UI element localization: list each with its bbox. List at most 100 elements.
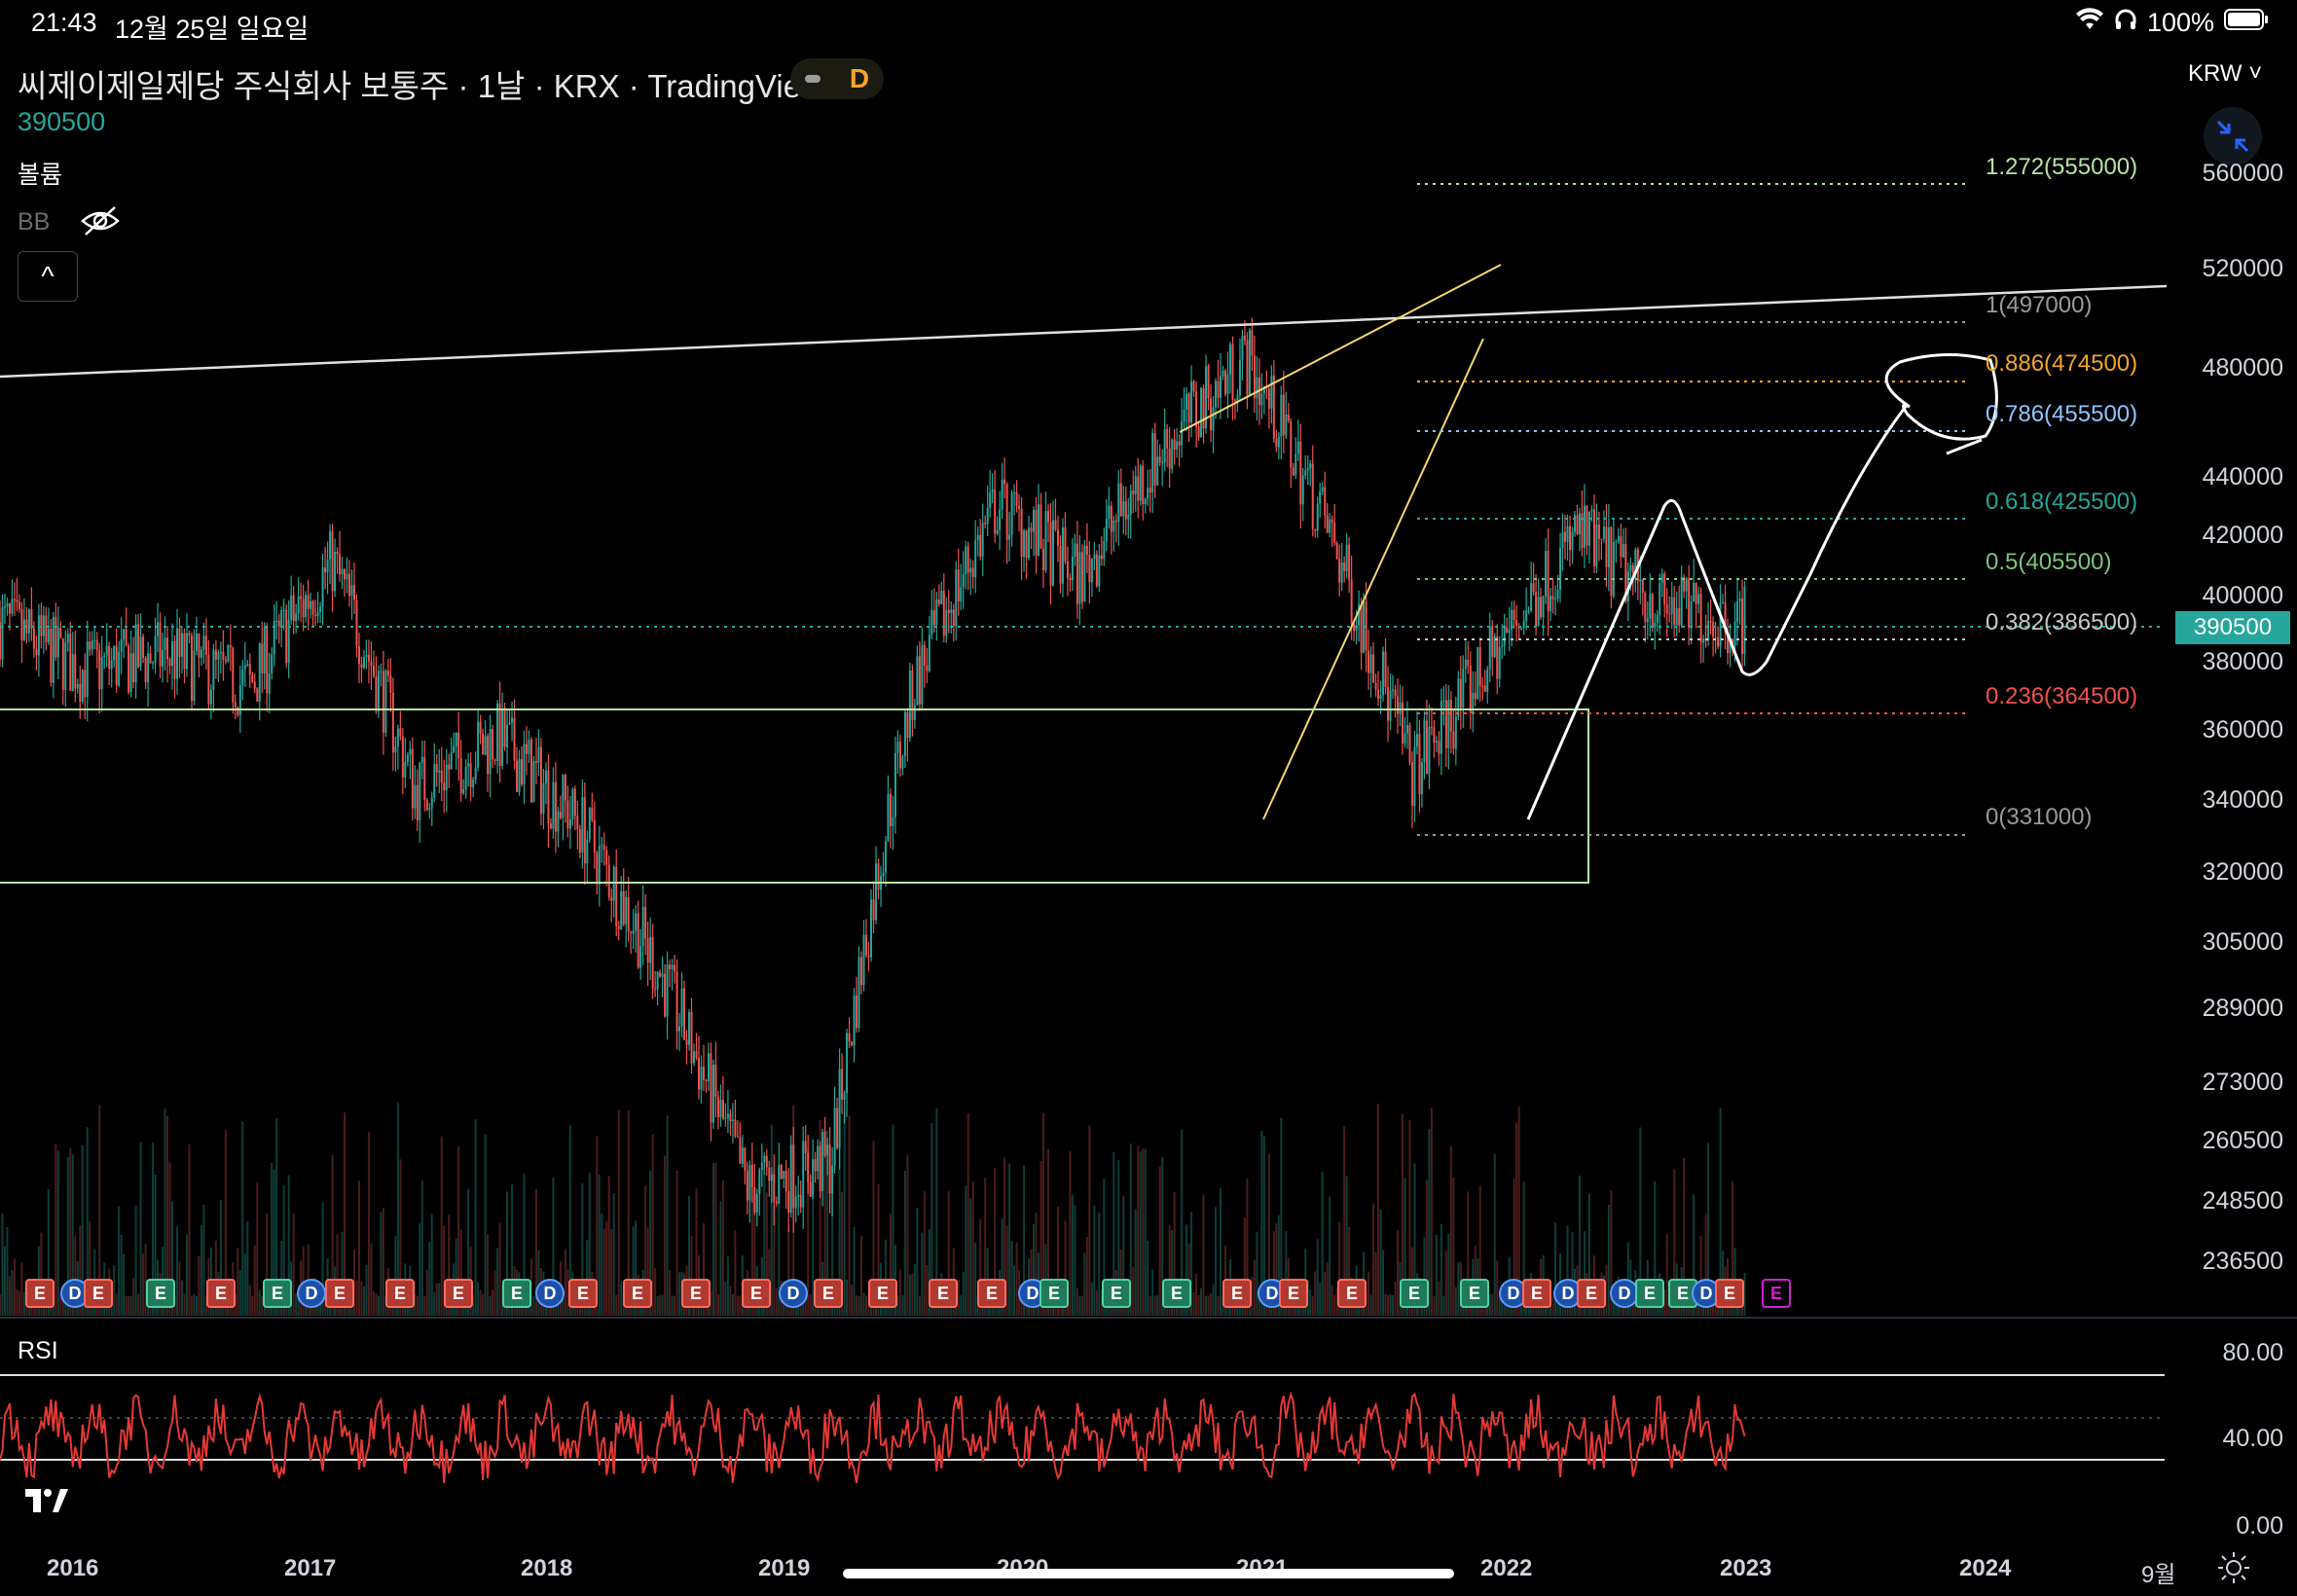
- earnings-marker[interactable]: E: [868, 1279, 897, 1308]
- earnings-marker[interactable]: E: [1400, 1279, 1429, 1308]
- volume-bar: [8, 1276, 11, 1316]
- earnings-marker[interactable]: E: [1460, 1279, 1489, 1308]
- earnings-marker[interactable]: E: [568, 1279, 598, 1308]
- volume-bar: [321, 1202, 324, 1316]
- earnings-marker[interactable]: E: [1222, 1279, 1252, 1308]
- volume-bar: [1212, 1284, 1215, 1316]
- earnings-marker[interactable]: E: [1635, 1279, 1664, 1308]
- earnings-marker[interactable]: E: [929, 1279, 958, 1308]
- tradingview-logo-icon[interactable]: [23, 1485, 68, 1519]
- earnings-marker[interactable]: E: [1577, 1279, 1606, 1308]
- candle-body: [370, 661, 373, 667]
- candle-body: [1282, 394, 1285, 436]
- fib-label-0236[interactable]: 0.236(364500): [1986, 683, 2138, 709]
- collapse-indicators-button[interactable]: ^: [18, 251, 78, 302]
- earnings-marker[interactable]: E: [502, 1279, 531, 1308]
- fib-label-05[interactable]: 0.5(405500): [1986, 549, 2112, 575]
- y-axis-label: 420000: [2202, 522, 2283, 549]
- dividend-marker[interactable]: D: [779, 1279, 808, 1308]
- volume-bar: [566, 1269, 569, 1316]
- symbol-title[interactable]: 씨제이제일제당 주식회사 보통주 · 1날 · KRX · TradingVie…: [18, 68, 824, 104]
- bb-indicator-label[interactable]: BB: [18, 208, 51, 236]
- home-indicator[interactable]: [843, 1569, 1454, 1578]
- currency-selector[interactable]: KRW ˅: [2188, 60, 2262, 88]
- volume-bar: [1129, 1143, 1132, 1316]
- dividend-marker[interactable]: D: [297, 1279, 326, 1308]
- earnings-marker[interactable]: E: [977, 1279, 1006, 1308]
- candle-body: [1114, 520, 1117, 523]
- fib-label-0786[interactable]: 0.786(455500): [1986, 401, 2138, 427]
- candle-body: [1314, 528, 1317, 531]
- candle-body: [487, 736, 490, 775]
- dividend-marker[interactable]: D: [535, 1279, 565, 1308]
- earnings-marker[interactable]: E: [1715, 1279, 1744, 1308]
- earnings-marker[interactable]: E: [444, 1279, 473, 1308]
- fib-label-0618[interactable]: 0.618(425500): [1986, 489, 2138, 515]
- timeframe-badge[interactable]: D: [790, 58, 884, 99]
- fib-label-1272[interactable]: 1.272(555000): [1986, 154, 2138, 180]
- earnings-marker[interactable]: E: [385, 1279, 415, 1308]
- channel-upper-line[interactable]: [1179, 264, 1502, 433]
- earnings-marker[interactable]: E: [146, 1279, 175, 1308]
- earnings-marker[interactable]: E: [1522, 1279, 1551, 1308]
- earnings-marker[interactable]: E: [84, 1279, 113, 1308]
- earnings-marker[interactable]: E: [1102, 1279, 1131, 1308]
- earnings-marker[interactable]: E: [1039, 1279, 1069, 1308]
- volume-bar: [605, 1220, 608, 1316]
- x-axis-2019: 2019: [758, 1555, 811, 1581]
- support-box[interactable]: [0, 708, 1589, 884]
- candle-body: [375, 676, 378, 711]
- earnings-marker[interactable]: E: [1337, 1279, 1367, 1308]
- earnings-marker[interactable]: E: [206, 1279, 236, 1308]
- earnings-marker[interactable]: E: [814, 1279, 843, 1308]
- volume-bar: [1488, 1294, 1491, 1316]
- candle-body: [55, 617, 57, 658]
- fib-label-1[interactable]: 1(497000): [1986, 292, 2093, 318]
- fib-label-0382[interactable]: 0.382(386500): [1986, 609, 2138, 635]
- candle-body: [1236, 394, 1239, 404]
- fib-label-0[interactable]: 0(331000): [1986, 804, 2093, 830]
- earnings-marker[interactable]: E: [1162, 1279, 1191, 1308]
- projection-path[interactable]: [1526, 403, 1910, 820]
- settings-sun-icon[interactable]: [2217, 1551, 2250, 1589]
- earnings-marker[interactable]: E: [623, 1279, 652, 1308]
- candlesticks: [0, 317, 1746, 1233]
- volume-bar: [1401, 1113, 1404, 1316]
- eye-off-icon[interactable]: [80, 204, 121, 242]
- fullscreen-collapse-button[interactable]: [2204, 107, 2262, 165]
- candle-body: [149, 653, 152, 664]
- candle-body: [13, 598, 16, 600]
- candle-body: [3, 606, 6, 608]
- candle-body: [1678, 607, 1681, 626]
- channel-lower-line[interactable]: [1262, 338, 1484, 820]
- candle-body: [1001, 479, 1003, 510]
- earnings-marker[interactable]: E: [1279, 1279, 1308, 1308]
- candle-body: [428, 808, 431, 811]
- candle-body: [664, 973, 667, 1017]
- candle-body: [217, 652, 220, 660]
- earnings-marker[interactable]: E: [742, 1279, 771, 1308]
- candle-body: [134, 624, 137, 683]
- earnings-marker[interactable]: E: [325, 1279, 354, 1308]
- volume-bar: [455, 1238, 457, 1316]
- candle-body: [750, 1165, 753, 1187]
- long-trendline[interactable]: [0, 284, 2168, 379]
- volume-bar: [1134, 1209, 1137, 1316]
- volume-bar: [1440, 1223, 1442, 1316]
- volume-bar: [443, 1225, 446, 1316]
- volume-indicator-label[interactable]: 볼륨: [18, 162, 63, 189]
- candle-body: [365, 654, 368, 657]
- rsi-indicator-label[interactable]: RSI: [18, 1337, 58, 1364]
- earnings-marker[interactable]: E: [1762, 1279, 1791, 1308]
- earnings-marker[interactable]: E: [25, 1279, 55, 1308]
- volume-bar: [1321, 1172, 1324, 1316]
- target-circle[interactable]: [1884, 353, 1998, 455]
- volume-bar: [901, 1294, 904, 1316]
- volume-bar: [1425, 1179, 1428, 1316]
- earnings-marker[interactable]: E: [263, 1279, 292, 1308]
- candle-body: [605, 850, 608, 865]
- fib-label-0886[interactable]: 0.886(474500): [1986, 350, 2138, 377]
- earnings-marker[interactable]: E: [681, 1279, 711, 1308]
- volume-bar: [862, 1292, 865, 1316]
